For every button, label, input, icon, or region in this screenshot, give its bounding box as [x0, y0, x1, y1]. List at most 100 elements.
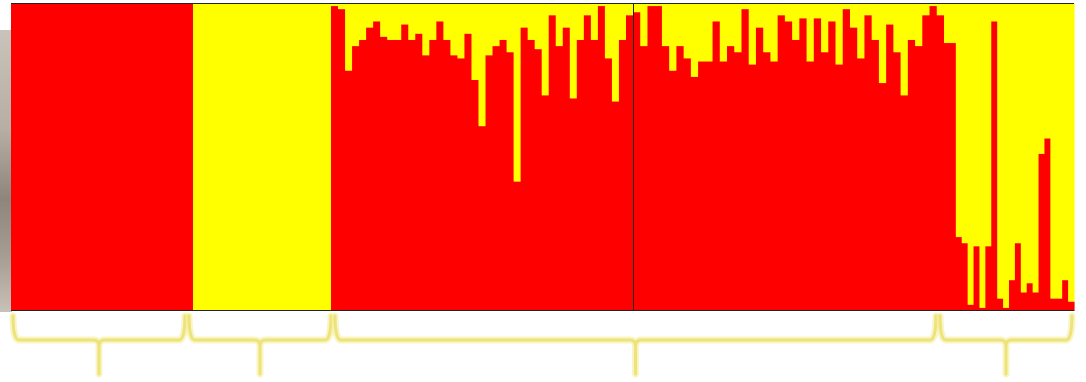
bar-upper-segment: [647, 3, 656, 7]
bar-lower-segment: [618, 39, 627, 312]
bar-upper-segment: [604, 3, 613, 59]
bar-upper-segment: [763, 3, 772, 53]
bar-lower-segment: [415, 33, 423, 312]
bar-lower-segment: [1050, 298, 1057, 311]
bar-upper-segment: [719, 3, 728, 62]
bar-lower-segment: [436, 21, 444, 311]
bar-lower-segment: [792, 39, 800, 312]
bar-upper-segment: [450, 3, 459, 56]
bar-upper-segment: [1020, 3, 1028, 293]
bar-upper-segment: [857, 3, 866, 59]
bar-upper-segment: [878, 3, 887, 84]
bar-lower-segment: [499, 39, 508, 312]
bar-lower-segment: [893, 52, 902, 311]
bar-lower-segment: [712, 21, 721, 311]
bar-lower-segment: [485, 55, 494, 311]
bar-lower-segment: [907, 39, 916, 312]
bar-upper-segment: [1038, 3, 1046, 154]
bar-lower-segment: [683, 58, 692, 311]
bar-lower-segment: [828, 21, 837, 311]
bar-lower-segment: [979, 307, 986, 311]
bar-lower-segment: [929, 6, 938, 312]
bar-lower-segment: [492, 46, 501, 312]
bar-upper-segment: [748, 3, 757, 65]
bar-upper-segment: [583, 3, 592, 16]
bar-upper-segment: [967, 3, 975, 305]
bar-upper-segment: [429, 3, 437, 40]
bar-lower-segment: [661, 46, 670, 312]
bar-upper-segment: [1009, 3, 1016, 281]
bar-lower-segment: [380, 36, 388, 311]
bar-lower-segment: [464, 33, 473, 312]
bar-upper-segment: [1056, 3, 1063, 299]
bar-upper-segment: [654, 3, 663, 7]
bar-upper-segment: [562, 3, 571, 28]
bar-upper-segment: [727, 3, 735, 47]
group-bracket: [187, 314, 333, 376]
bar-upper-segment: [373, 3, 381, 22]
bar-upper-segment: [893, 3, 902, 53]
bar-lower-segment: [955, 237, 963, 311]
bar-upper-segment: [799, 3, 808, 19]
bar-lower-segment: [915, 46, 923, 312]
bar-lower-segment: [784, 21, 793, 311]
bar-upper-segment: [338, 3, 346, 10]
bar-lower-segment: [611, 101, 620, 311]
bar-lower-segment: [654, 6, 663, 312]
bar-upper-segment: [734, 3, 743, 53]
bar-upper-segment: [618, 3, 627, 40]
bar-upper-segment: [900, 3, 909, 96]
bar-lower-segment: [1044, 138, 1051, 311]
bar-lower-segment: [562, 27, 571, 311]
bar-lower-segment: [727, 46, 735, 312]
bar-upper-segment: [777, 3, 786, 16]
bar-upper-segment: [555, 3, 564, 47]
bar-lower-segment: [1026, 283, 1034, 311]
bar-upper-segment: [541, 3, 550, 96]
bar-lower-segment: [1003, 307, 1010, 311]
bar-upper-segment: [436, 3, 444, 22]
bar-upper-segment: [193, 3, 332, 311]
bar-upper-segment: [712, 3, 721, 22]
bar-upper-segment: [821, 3, 829, 53]
bar-lower-segment: [576, 39, 585, 312]
bar-lower-segment: [705, 61, 714, 311]
bar-lower-segment: [359, 39, 367, 312]
bar-lower-segment: [719, 61, 728, 311]
bar-upper-segment: [944, 3, 951, 44]
bar-lower-segment: [849, 27, 858, 311]
bar-lower-segment: [640, 46, 649, 312]
bar-lower-segment: [961, 243, 969, 311]
bar-lower-segment: [734, 52, 743, 311]
bar-upper-segment: [979, 3, 986, 308]
bar-upper-segment: [527, 3, 536, 40]
bar-lower-segment: [1056, 298, 1063, 311]
bar-upper-segment: [380, 3, 388, 37]
bar-lower-segment: [471, 80, 480, 311]
bar-lower-segment: [967, 304, 975, 311]
bar-upper-segment: [415, 3, 423, 34]
bar-upper-segment: [705, 3, 714, 62]
bar-lower-segment: [590, 39, 599, 312]
bar-upper-segment: [770, 3, 779, 62]
bar-upper-segment: [661, 3, 670, 47]
bar-lower-segment: [647, 6, 656, 312]
bar-lower-segment: [373, 21, 381, 311]
bar-upper-segment: [471, 3, 480, 80]
bar-upper-segment: [683, 3, 692, 59]
bar-lower-segment: [741, 9, 750, 311]
bar-upper-segment: [828, 3, 837, 22]
bar-lower-segment: [799, 18, 808, 312]
bar-upper-segment: [784, 3, 793, 22]
bar-upper-segment: [907, 3, 916, 40]
bar-upper-segment: [492, 3, 501, 47]
bar-upper-segment: [534, 3, 543, 50]
bar-lower-segment: [520, 27, 529, 311]
bar-lower-segment: [900, 95, 909, 312]
bar-lower-segment: [366, 27, 374, 311]
bar-upper-segment: [548, 3, 557, 16]
bar-upper-segment: [792, 3, 800, 40]
bar-upper-segment: [464, 3, 473, 34]
bar-upper-segment: [485, 3, 494, 56]
